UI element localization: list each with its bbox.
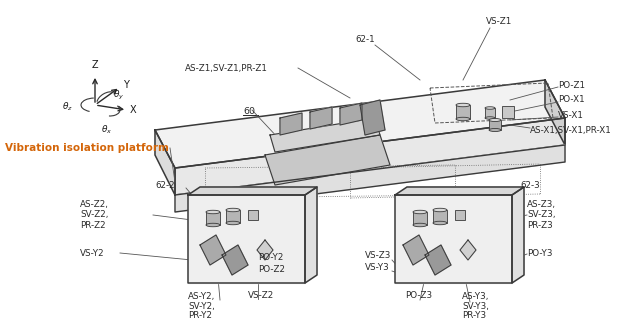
Text: X: X	[130, 105, 137, 115]
Text: PO-Z3: PO-Z3	[405, 292, 432, 300]
Text: PO-Z1: PO-Z1	[558, 81, 585, 89]
Text: VS-X1: VS-X1	[558, 111, 584, 120]
Ellipse shape	[433, 221, 447, 225]
Polygon shape	[425, 245, 451, 275]
Ellipse shape	[206, 210, 220, 214]
Ellipse shape	[206, 223, 220, 227]
Text: 62-1: 62-1	[355, 36, 374, 44]
Text: AS-Y3,: AS-Y3,	[462, 292, 490, 300]
Text: AS-Z2,: AS-Z2,	[80, 201, 109, 210]
Ellipse shape	[226, 221, 240, 225]
Ellipse shape	[433, 208, 447, 212]
FancyBboxPatch shape	[206, 212, 220, 225]
Ellipse shape	[489, 119, 501, 122]
Text: $\theta_x$: $\theta_x$	[102, 123, 113, 135]
Text: AS-Z3,: AS-Z3,	[527, 201, 556, 210]
Polygon shape	[257, 240, 273, 260]
Polygon shape	[200, 235, 226, 265]
Text: VS-Y2: VS-Y2	[80, 249, 105, 257]
Polygon shape	[395, 187, 524, 195]
Text: 62-2: 62-2	[155, 180, 175, 190]
Text: PR-Y2: PR-Y2	[188, 311, 212, 321]
Text: 62-3: 62-3	[520, 180, 540, 190]
Ellipse shape	[413, 223, 427, 227]
Text: $\theta_z$: $\theta_z$	[62, 101, 73, 113]
FancyBboxPatch shape	[248, 210, 258, 220]
Text: SV-Z3,: SV-Z3,	[527, 210, 555, 219]
Polygon shape	[280, 113, 302, 135]
Polygon shape	[155, 130, 175, 195]
Text: Y: Y	[123, 80, 129, 90]
Polygon shape	[360, 100, 385, 135]
Polygon shape	[340, 103, 362, 125]
Polygon shape	[395, 195, 512, 283]
Text: AS-X1,SV-X1,PR-X1: AS-X1,SV-X1,PR-X1	[530, 126, 612, 134]
Ellipse shape	[485, 117, 495, 119]
Text: PO-Y3: PO-Y3	[527, 249, 553, 257]
FancyBboxPatch shape	[433, 210, 447, 223]
FancyBboxPatch shape	[502, 106, 514, 118]
Text: 60: 60	[243, 108, 255, 117]
Polygon shape	[175, 145, 565, 212]
Text: Z: Z	[92, 60, 98, 70]
FancyBboxPatch shape	[413, 212, 427, 225]
Polygon shape	[545, 80, 565, 145]
Polygon shape	[305, 187, 317, 283]
Text: VS-Y3: VS-Y3	[365, 263, 390, 272]
Text: PO-Y2: PO-Y2	[258, 253, 284, 262]
Text: SV-Y2,: SV-Y2,	[188, 301, 215, 310]
Text: PO-Z2: PO-Z2	[258, 265, 285, 275]
Text: PO-X1: PO-X1	[558, 95, 584, 104]
Text: PR-Z3: PR-Z3	[527, 220, 553, 229]
Polygon shape	[270, 118, 380, 152]
Polygon shape	[512, 187, 524, 283]
Polygon shape	[155, 80, 565, 168]
Ellipse shape	[489, 128, 501, 131]
Polygon shape	[188, 187, 317, 195]
Text: $\theta_y$: $\theta_y$	[113, 88, 124, 101]
Ellipse shape	[456, 103, 470, 107]
FancyBboxPatch shape	[226, 210, 240, 223]
Ellipse shape	[413, 210, 427, 214]
FancyBboxPatch shape	[455, 210, 465, 220]
Polygon shape	[310, 107, 332, 129]
Text: SV-Y3,: SV-Y3,	[462, 301, 489, 310]
Polygon shape	[460, 240, 476, 260]
Text: VS-Z3: VS-Z3	[365, 252, 391, 260]
Ellipse shape	[456, 117, 470, 121]
Text: AS-Y2,: AS-Y2,	[188, 292, 215, 300]
Polygon shape	[403, 235, 429, 265]
Text: SV-Z2,: SV-Z2,	[80, 210, 108, 219]
FancyBboxPatch shape	[489, 120, 501, 130]
Ellipse shape	[485, 107, 495, 109]
Text: Vibration isolation platform: Vibration isolation platform	[5, 143, 169, 153]
FancyBboxPatch shape	[456, 105, 470, 119]
Polygon shape	[188, 195, 305, 283]
Polygon shape	[175, 118, 565, 195]
Polygon shape	[222, 245, 248, 275]
Text: VS-Z1: VS-Z1	[486, 17, 513, 27]
Ellipse shape	[226, 208, 240, 212]
Text: PR-Y3: PR-Y3	[462, 311, 486, 321]
FancyBboxPatch shape	[485, 108, 495, 118]
Polygon shape	[265, 135, 390, 185]
Text: PR-Z2: PR-Z2	[80, 220, 106, 229]
Text: VS-Z2: VS-Z2	[248, 292, 274, 300]
Text: AS-Z1,SV-Z1,PR-Z1: AS-Z1,SV-Z1,PR-Z1	[185, 64, 268, 73]
